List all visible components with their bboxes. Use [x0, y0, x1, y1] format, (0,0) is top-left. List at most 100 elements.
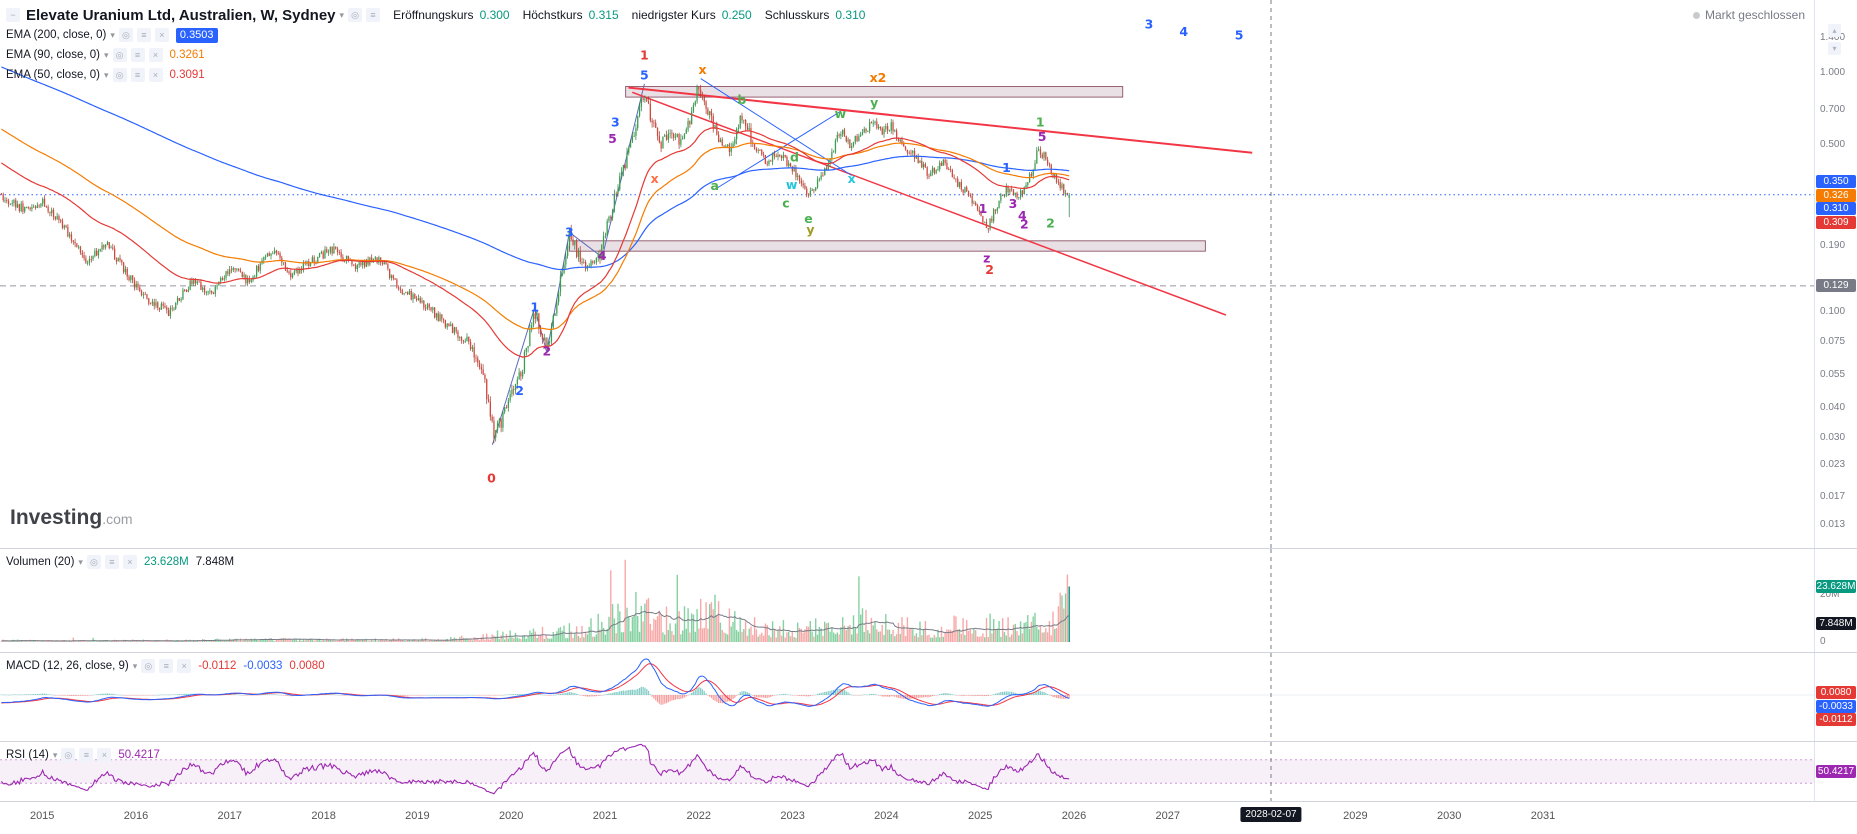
time-tick-label: 2030 [1436, 810, 1462, 822]
price-axis[interactable]: ▴ ▾ 1.400 1.000 0.700 0.500 0.190 0.100 0.075 0… [1814, 0, 1857, 548]
time-tick-label: 2024 [874, 810, 899, 822]
open-value: 0.300 [479, 8, 510, 22]
wave-label: 1 [530, 299, 539, 314]
chevron-down-icon[interactable]: ▾ [132, 660, 138, 671]
chevron-down-icon[interactable]: ▾ [103, 49, 109, 60]
price-tick-label: 1.000 [1820, 66, 1846, 78]
eye-icon[interactable]: ◎ [118, 28, 133, 42]
ema-200-line[interactable] [1, 66, 1070, 271]
close-icon[interactable]: × [148, 48, 163, 62]
price-pane[interactable]: 1 5 x 3 5 b w y x2 d x a x w c e y 3 4 z 2 1 2 2 0 3 4 5 1 5 1 1 3 4 2 2 ▴ … [0, 0, 1857, 548]
rsi-axis[interactable]: 50.4217 [1814, 742, 1857, 801]
supply-demand-zones[interactable] [568, 86, 1206, 252]
rsi-label: RSI (14) [6, 749, 49, 761]
wave-label: 2 [985, 262, 994, 277]
symbol-row: − Elevate Uranium Ltd, Australien, W, Sy… [6, 5, 865, 25]
volume-pane[interactable]: 20M 0 23.628M 7.848M Volumen (20) ▾ ◎ ≡ × 2… [0, 548, 1857, 652]
settings-icon[interactable]: ≡ [136, 28, 151, 42]
settings-icon[interactable]: ≡ [159, 659, 174, 673]
rsi-legend-row[interactable]: RSI (14) ▾ ◎ ≡ × 50.4217 [6, 745, 160, 765]
ema50-legend-row[interactable]: EMA (50, close, 0) ▾ ◎ ≡ × 0.3091 [6, 65, 865, 85]
settings-icon[interactable]: ≡ [104, 555, 119, 569]
price-tick-label: 1.400 [1820, 31, 1846, 43]
volume-legend-row[interactable]: Volumen (20) ▾ ◎ ≡ × 23.628M 7.848M [6, 552, 234, 572]
wave-label: 5 [640, 68, 649, 83]
wave-label: 1 [1002, 160, 1011, 175]
wave-label: 5 [608, 131, 617, 146]
chevron-down-icon[interactable]: ▾ [103, 69, 109, 80]
volume-chart-canvas[interactable] [0, 549, 1815, 652]
settings-icon[interactable]: ≡ [130, 48, 145, 62]
time-tick-label: 2020 [498, 810, 524, 822]
time-tick-label: 2021 [592, 810, 618, 822]
chevron-down-icon[interactable]: ▾ [52, 749, 58, 760]
ema50-label: EMA (50, close, 0) [6, 69, 100, 81]
ema200-legend-row[interactable]: EMA (200, close, 0) ▾ ◎ ≡ × 0.3503 [6, 25, 865, 45]
macd-axis-badge: 0.0080 [1816, 686, 1856, 700]
rsi-line [0, 743, 1070, 795]
macd-chart-canvas[interactable] [0, 653, 1815, 741]
settings-icon[interactable]: ≡ [366, 8, 381, 22]
ema-50-line[interactable] [1, 127, 1070, 358]
price-tick-label: 0.075 [1820, 336, 1846, 348]
wave-label: w [786, 177, 798, 192]
price-tick-label: 0.030 [1820, 431, 1846, 443]
symbol-title[interactable]: Elevate Uranium Ltd, Australien, W, Sydn… [26, 6, 336, 24]
pane-maximize-icon[interactable]: ▴ [1828, 24, 1841, 37]
low-label: niedrigster Kurs [631, 8, 716, 22]
eye-icon[interactable]: ◎ [112, 48, 127, 62]
pane-minimize-icon[interactable]: ▾ [1828, 42, 1841, 55]
wave-label: c [782, 195, 789, 210]
ema90-legend-row[interactable]: EMA (90, close, 0) ▾ ◎ ≡ × 0.3261 [6, 45, 865, 65]
close-icon[interactable]: × [97, 748, 112, 762]
eye-icon[interactable]: ◎ [348, 8, 363, 22]
market-status-dot-icon [1692, 11, 1700, 19]
eye-icon[interactable]: ◎ [112, 68, 127, 82]
time-tick-label: 2017 [217, 810, 243, 822]
wave-label: 1 [979, 201, 988, 216]
macd-signal-value: 0.0080 [289, 660, 325, 672]
rsi-chart-canvas[interactable] [0, 742, 1815, 801]
rsi-pane[interactable]: 50.4217 RSI (14) ▾ ◎ ≡ × 50.4217 [0, 741, 1857, 801]
settings-icon[interactable]: ≡ [79, 748, 94, 762]
symbol-dropdown-icon[interactable]: ▾ [339, 9, 345, 20]
price-tick-label: 0.055 [1820, 368, 1846, 380]
macd-pane[interactable]: 0.0080 -0.0033 -0.0112 MACD (12, 26, close… [0, 652, 1857, 741]
ema-90-line[interactable] [1, 128, 1070, 331]
wave-label: a [710, 178, 718, 193]
chevron-down-icon[interactable]: ▾ [110, 29, 115, 40]
horizontal-price-lines[interactable] [0, 194, 1815, 287]
collapse-legend-icon[interactable]: − [6, 8, 20, 22]
settings-icon[interactable]: ≡ [130, 68, 145, 82]
price-tick-label: 0.013 [1820, 518, 1846, 530]
time-axis-badge: 2028-02-07 [1240, 807, 1302, 822]
volume-bars [0, 559, 1070, 643]
time-tick-label: 2031 [1530, 810, 1556, 822]
eye-icon[interactable]: ◎ [61, 748, 76, 762]
chevron-down-icon[interactable]: ▾ [78, 556, 83, 567]
ema90-value: 0.3261 [169, 49, 205, 61]
eye-icon[interactable]: ◎ [141, 659, 156, 673]
wave-label: 4 [598, 248, 607, 263]
volume-axis-badge: 7.848M [1816, 617, 1856, 631]
macd-histogram-value: -0.0112 [198, 660, 237, 672]
wave-label: 3 [565, 224, 574, 239]
wave-label: y [870, 95, 878, 110]
volume-current-value: 23.628M [143, 556, 189, 568]
macd-legend-row[interactable]: MACD (12, 26, close, 9) ▾ ◎ ≡ × -0.0112 … [6, 656, 325, 676]
close-icon[interactable]: × [177, 659, 192, 673]
market-status: Markt geschlossen [1692, 8, 1805, 22]
close-icon[interactable]: × [122, 555, 137, 569]
macd-axis[interactable]: 0.0080 -0.0033 -0.0112 [1814, 653, 1857, 741]
volume-ma-line [1, 610, 1070, 642]
close-icon[interactable]: × [154, 28, 169, 42]
eye-icon[interactable]: ◎ [86, 555, 101, 569]
wave-label: 2 [542, 344, 551, 359]
time-axis[interactable]: 2015 2016 2017 2018 2019 2020 2021 2022 2023 2024… [0, 801, 1857, 834]
volume-ma-value: 7.848M [195, 556, 235, 568]
volume-axis[interactable]: 20M 0 23.628M 7.848M [1814, 549, 1857, 652]
close-icon[interactable]: × [148, 68, 163, 82]
